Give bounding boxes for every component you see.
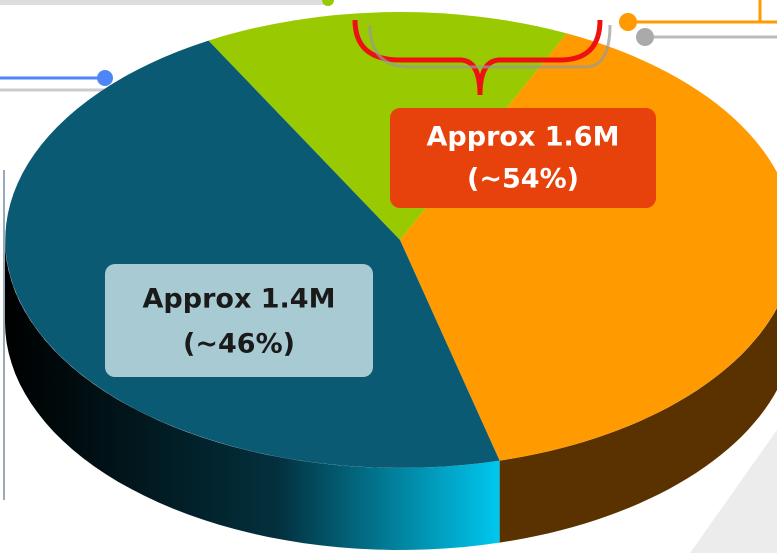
annotation-text: Approx 1.6M — [427, 122, 620, 153]
annotation-subtext: (~46%) — [183, 329, 295, 360]
bracket — [352, 19, 603, 96]
bracket-shadow — [368, 24, 612, 69]
annotation-background — [105, 264, 373, 377]
annotation-subtext: (~54%) — [467, 164, 579, 195]
slice-side — [499, 307, 777, 543]
annotation-text: Approx 1.4M — [143, 284, 336, 315]
annotation-box: Approx 1.6M (~54%) — [390, 108, 656, 208]
annotation-box: Approx 1.4M (~46%) — [105, 264, 373, 377]
slice-side — [5, 240, 500, 550]
annotation-background — [390, 108, 656, 208]
